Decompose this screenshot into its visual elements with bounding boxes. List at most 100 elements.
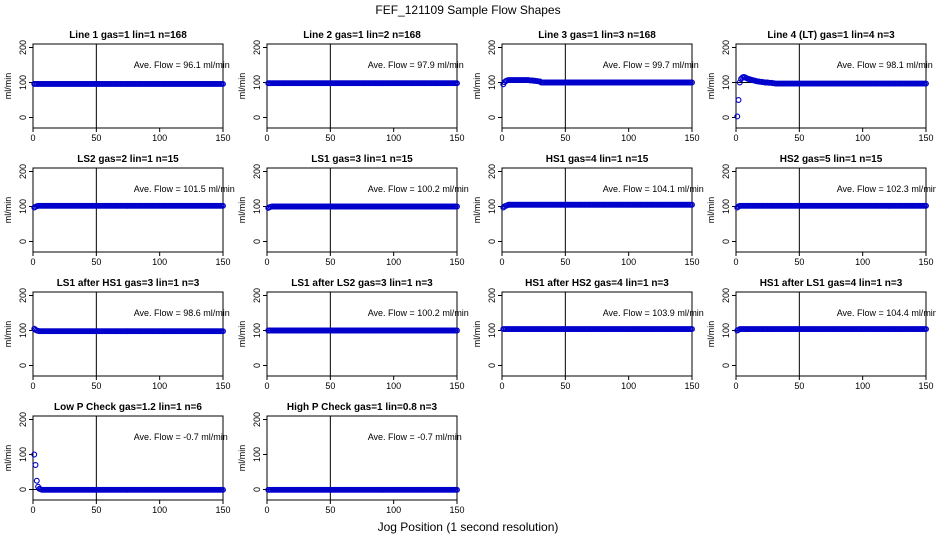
y-tick-label: 100 [18,75,28,90]
plot-frame [501,167,693,253]
flow-annotation: Ave. Flow = 104.4 ml/min [837,308,936,318]
y-axis-label: ml/min [706,197,716,224]
panel-10: LS1 after LS2 gas=3 lin=1 n=3 0 50 100 150 0 1… [237,278,469,391]
x-tick-label: 150 [215,133,230,143]
x-tick-label: 150 [215,381,230,391]
y-axis-label: ml/min [706,73,716,100]
y-tick-label: 0 [487,363,497,368]
x-tick-label: 50 [560,133,570,143]
panel-13: Low P Check gas=1.2 lin=1 n=6 0 50 100 150 0 1… [3,402,231,515]
x-tick-label: 0 [733,133,738,143]
x-tick-label: 150 [684,133,699,143]
x-tick-label: 50 [560,257,570,267]
y-axis-label: ml/min [237,445,247,472]
x-tick-label: 150 [215,257,230,267]
y-axis-label: ml/min [706,321,716,348]
panel-title: LS1 after HS1 gas=3 lin=1 n=3 [57,278,200,289]
panel-title: Line 1 gas=1 lin=1 n=168 [69,30,187,41]
panel-title: HS2 gas=5 lin=1 n=15 [780,154,883,165]
x-tick-label: 150 [684,381,699,391]
y-tick-label: 200 [252,164,262,179]
y-tick-label: 200 [18,288,28,303]
x-tick-label: 100 [152,133,167,143]
x-tick-label: 100 [621,133,636,143]
y-tick-label: 100 [18,323,28,338]
x-tick-label: 100 [621,257,636,267]
x-tick-label: 150 [449,381,464,391]
y-axis-label: ml/min [3,197,13,224]
x-tick-label: 0 [264,133,269,143]
panel-title: HS1 after HS2 gas=4 lin=1 n=3 [525,278,669,289]
plot-frame [266,415,458,501]
panel-3: Line 3 gas=1 lin=3 n=168 0 50 100 150 0 100 200… [472,30,700,143]
panel-4: Line 4 (LT) gas=1 lin=4 n=3 0 50 100 150 0 100… [706,30,934,143]
y-tick-label: 100 [18,447,28,462]
data-point [220,486,226,493]
y-tick-label: 0 [487,239,497,244]
data-point [32,462,39,468]
y-tick-label: 200 [721,40,731,55]
x-tick-label: 100 [152,381,167,391]
plot-frame [735,167,927,253]
x-tick-label: 50 [794,381,804,391]
panel-12: HS1 after LS1 gas=4 lin=1 n=3 0 50 100 150 0 1… [706,278,936,391]
x-tick-label: 100 [152,505,167,515]
data-point [689,201,695,208]
y-axis-label: ml/min [472,73,482,100]
x-tick-label: 100 [386,133,401,143]
x-tick-label: 0 [499,133,504,143]
flow-annotation: Ave. Flow = 103.9 ml/min [603,308,704,318]
y-tick-label: 100 [487,199,497,214]
x-tick-label: 150 [449,133,464,143]
plot-frame [501,291,693,377]
y-tick-label: 100 [721,199,731,214]
x-tick-label: 50 [794,133,804,143]
data-point [923,326,929,333]
flow-annotation: Ave. Flow = 97.9 ml/min [368,60,464,70]
panel-7: HS1 gas=4 lin=1 n=15 0 50 100 150 0 100 200 ml/m… [472,154,704,267]
y-tick-label: 0 [252,239,262,244]
panel-title: Line 2 gas=1 lin=2 n=168 [303,30,421,41]
data-point [220,328,226,335]
data-point [33,477,40,484]
y-tick-label: 0 [252,363,262,368]
x-tick-label: 50 [91,133,101,143]
data-point [220,202,226,209]
y-axis-label: ml/min [3,445,13,472]
y-axis-label: ml/min [237,73,247,100]
x-tick-label: 150 [684,257,699,267]
data-point [689,326,695,333]
x-tick-label: 50 [560,381,570,391]
x-tick-label: 50 [794,257,804,267]
y-tick-label: 200 [487,288,497,303]
y-tick-label: 0 [18,115,28,120]
panel-6: LS1 gas=3 lin=1 n=15 0 50 100 150 0 100 200 ml/m… [237,154,469,267]
data-point [735,97,742,103]
y-tick-label: 200 [252,40,262,55]
y-tick-label: 0 [252,487,262,492]
x-tick-label: 0 [499,381,504,391]
x-tick-label: 50 [325,133,335,143]
plot-frame [266,167,458,253]
x-tick-label: 0 [30,257,35,267]
plot-frame [501,43,693,129]
panel-5: LS2 gas=2 lin=1 n=15 0 50 100 150 0 100 200 ml/m… [3,154,235,267]
y-tick-label: 0 [18,487,28,492]
panel-9: LS1 after HS1 gas=3 lin=1 n=3 0 50 100 150 0 1… [3,278,231,391]
y-tick-label: 100 [487,75,497,90]
y-axis-label: ml/min [237,197,247,224]
panels-group: Line 1 gas=1 lin=1 n=168 0 50 100 150 0 100 200… [3,30,936,515]
data-point [31,451,38,458]
data-point [454,486,460,493]
y-tick-label: 0 [18,239,28,244]
x-tick-label: 150 [918,381,933,391]
panel-1: Line 1 gas=1 lin=1 n=168 0 50 100 150 0 100 200… [3,30,231,143]
y-tick-label: 100 [721,323,731,338]
y-tick-label: 200 [18,40,28,55]
data-point [454,80,460,87]
panel-title: LS2 gas=2 lin=1 n=15 [77,154,179,165]
y-tick-label: 200 [721,288,731,303]
flow-annotation: Ave. Flow = 102.3 ml/min [837,184,936,194]
panel-14: High P Check gas=1 lin=0.8 n=3 0 50 100 150 0… [237,402,465,515]
x-tick-label: 150 [215,505,230,515]
